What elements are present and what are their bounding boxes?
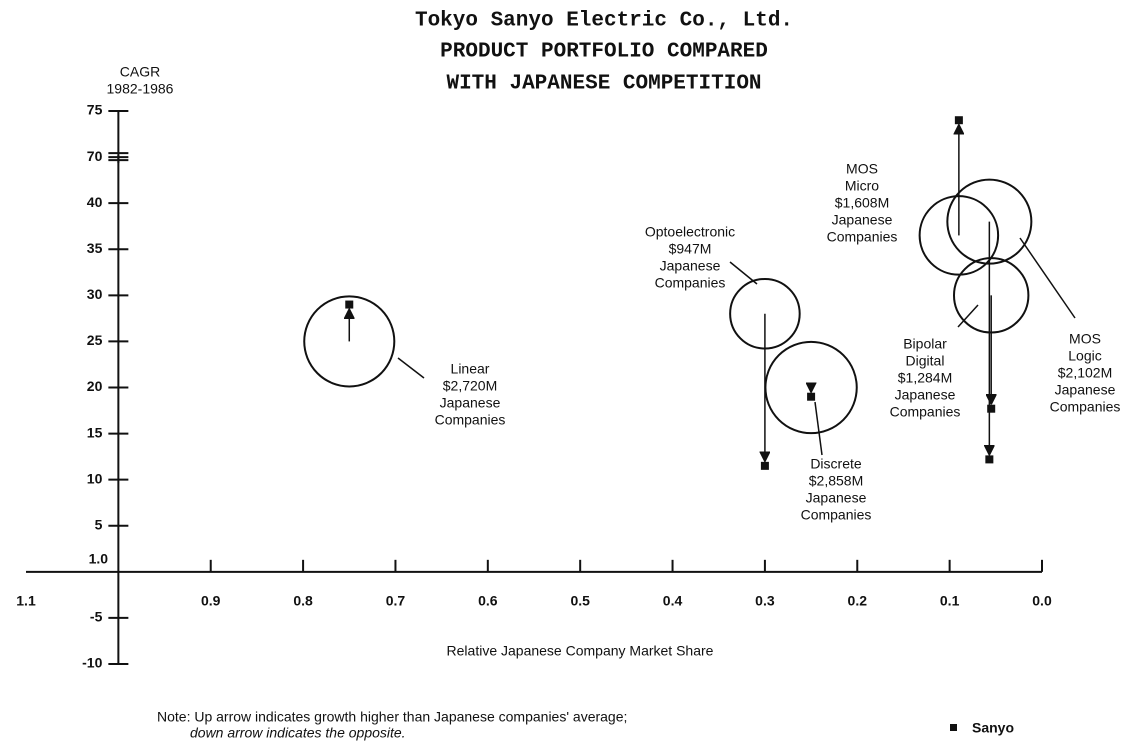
- note: down arrow indicates the opposite.: [190, 725, 406, 741]
- sanyo-marker: [985, 455, 994, 464]
- sanyo-marker: [807, 392, 816, 401]
- y-tick-label: 10: [87, 470, 103, 486]
- y-tick-label: 40: [87, 194, 103, 210]
- bubble-name: Discrete: [810, 456, 862, 472]
- y-tick-label: 35: [87, 240, 103, 256]
- y-tick-label: -10: [82, 655, 102, 671]
- x-tick-label: 1.0: [89, 551, 109, 567]
- note: Note: Up arrow indicates growth higher t…: [157, 709, 627, 725]
- bubble-group: Companies: [827, 229, 898, 245]
- bubble-group: Companies: [890, 404, 961, 420]
- market-bubble: [764, 340, 858, 435]
- market-bubble: [303, 295, 396, 388]
- y-tick-label: 5: [95, 516, 103, 532]
- bubble-size-label: $1,608M: [835, 195, 889, 211]
- bubble-name: Logic: [1068, 348, 1101, 364]
- sanyo-marker: [345, 300, 354, 309]
- x-axis-label: Relative Japanese Company Market Share: [447, 643, 714, 659]
- y-tick-label: 15: [87, 424, 103, 440]
- x-tick-label: 0.6: [478, 593, 498, 609]
- bubble-name: Optoelectronic: [645, 224, 735, 240]
- x-tick-label: 0.4: [663, 593, 683, 609]
- y-tick-label: -5: [90, 609, 103, 625]
- bubble-name: Digital: [906, 353, 945, 369]
- chart-title: PRODUCT PORTFOLIO COMPARED: [440, 41, 768, 64]
- bubble-name: Linear: [451, 361, 490, 377]
- y-tick-label: 70: [87, 148, 103, 164]
- sanyo-marker: [954, 116, 963, 125]
- bubble-size-label: $2,102M: [1058, 365, 1112, 381]
- bubble-name: MOS: [1069, 331, 1101, 347]
- bubble-group: Companies: [1050, 399, 1121, 415]
- x-tick-label: 0.7: [386, 593, 406, 609]
- legend-label: Sanyo: [972, 720, 1014, 736]
- bubble-group: Japanese: [832, 212, 893, 228]
- bubble-group: Japanese: [660, 258, 721, 274]
- y-tick-label: 20: [87, 378, 103, 394]
- y-axis-label: 1982-1986: [107, 81, 174, 97]
- bubble-group: Companies: [655, 275, 726, 291]
- bubble-name: MOS: [846, 161, 878, 177]
- x-tick-label: 0.9: [201, 593, 221, 609]
- chart-title: WITH JAPANESE COMPETITION: [446, 73, 761, 96]
- bubble-group: Japanese: [1055, 382, 1116, 398]
- x-tick-label: 0.5: [570, 593, 590, 609]
- bubble-group: Japanese: [806, 490, 867, 506]
- bubble-size-label: $1,284M: [898, 370, 952, 386]
- bubble-group: Companies: [801, 507, 872, 523]
- leader-line: [814, 401, 823, 456]
- bubble-group: Japanese: [440, 395, 501, 411]
- x-tick-label: 0.1: [940, 593, 960, 609]
- y-tick-label: 25: [87, 332, 103, 348]
- x-tick-label: 0.2: [848, 593, 868, 609]
- leader-line: [397, 357, 425, 379]
- bubble-size-label: $2,858M: [809, 473, 863, 489]
- bubble-group: Japanese: [895, 387, 956, 403]
- x-tick-label: 1.1: [16, 593, 36, 609]
- bubble-size-label: $947M: [669, 241, 712, 257]
- bubble-name: Bipolar: [903, 336, 947, 352]
- sanyo-marker: [987, 404, 996, 413]
- leader-line: [729, 261, 758, 285]
- sanyo-marker: [760, 461, 769, 470]
- chart-title: Tokyo Sanyo Electric Co., Ltd.: [415, 10, 793, 33]
- y-axis-label: CAGR: [120, 64, 160, 80]
- bubble-group: Companies: [435, 412, 506, 428]
- legend-marker: [950, 724, 957, 731]
- x-tick-label: 0.0: [1032, 593, 1052, 609]
- leader-line: [1019, 237, 1076, 319]
- y-tick-label: 30: [87, 286, 103, 302]
- leader-line: [957, 304, 979, 328]
- bubble-name: Micro: [845, 178, 879, 194]
- x-tick-label: 0.3: [755, 593, 775, 609]
- x-tick-label: 0.8: [293, 593, 313, 609]
- bubble-size-label: $2,720M: [443, 378, 497, 394]
- y-tick-label: 75: [87, 102, 103, 118]
